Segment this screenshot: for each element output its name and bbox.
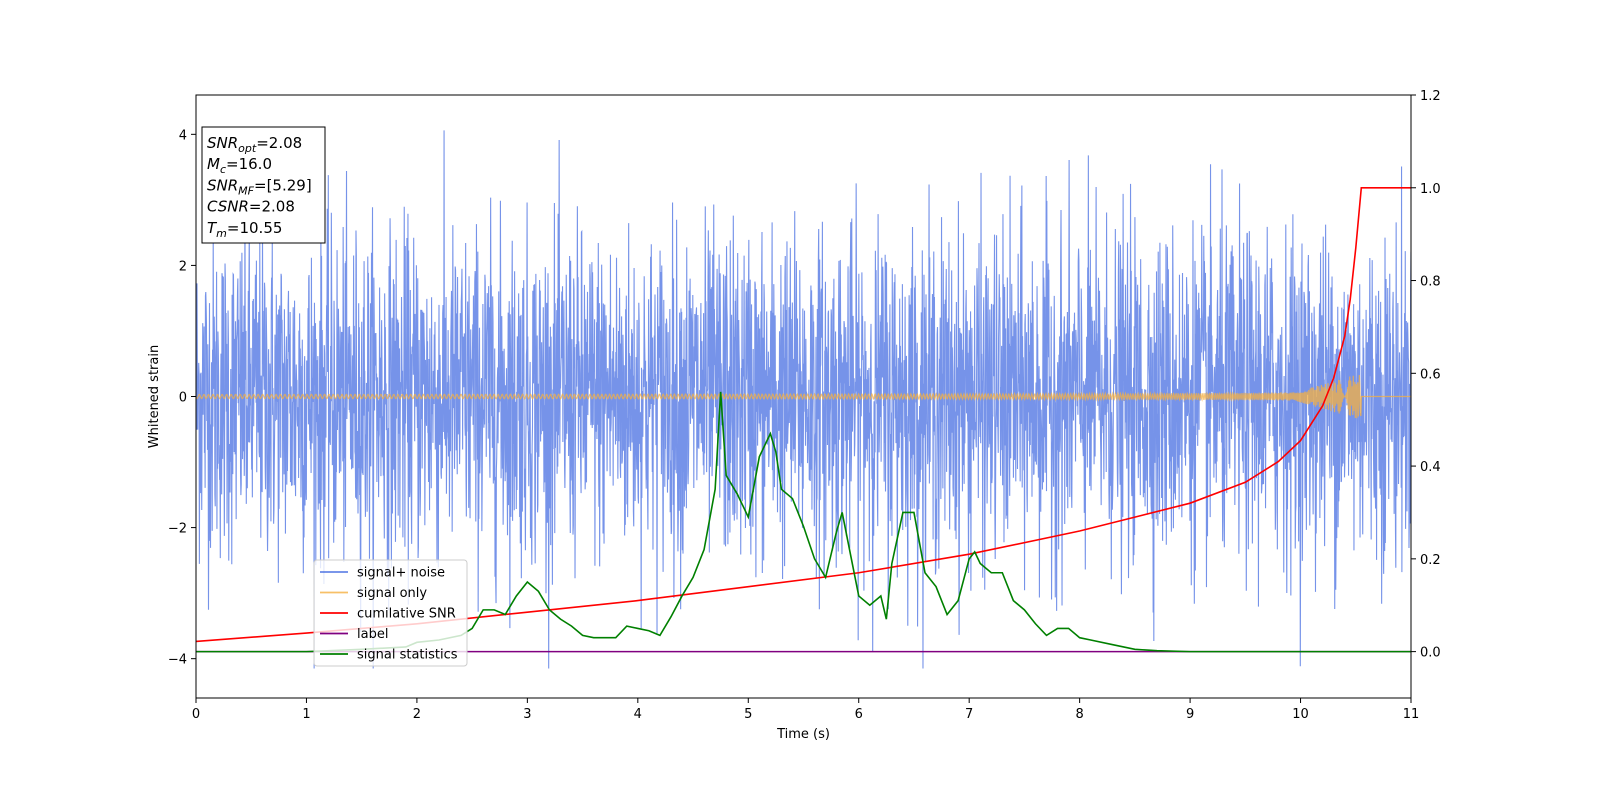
y-right-tick-label: 1.2 [1420,89,1441,104]
series-signal-noise-line [196,130,1411,669]
y-right-tick-label: 0.6 [1420,367,1441,382]
x-tick-label: 5 [744,707,752,722]
x-tick-label: 1 [302,707,310,722]
axes: 0 1 2 3 4 5 6 7 8 9 10 11 −4 −2 0 2 4 0.0 0.2 0.4 0.6 0.8 1.0 1… [168,89,1441,722]
x-tick-label: 4 [634,707,642,722]
y-right-tick-label: 0.8 [1420,275,1441,290]
legend-box [313,559,468,667]
series-signal-statistics-line [196,391,1411,653]
y-left-tick-label: −2 [168,522,187,537]
info-line: CSNR=2.08 [207,198,295,216]
legend-label: signal+ noise [357,566,445,581]
series-cumulative-snr-line [196,186,1411,643]
info-box-frame [201,126,326,244]
y-left-tick-label: 0 [179,391,187,406]
x-tick-label: 11 [1403,707,1420,722]
y-right-tick-label: 1.0 [1420,182,1441,197]
info-line: Tm=10.55 [207,219,282,240]
y-right-tick-label: 0.2 [1420,553,1441,568]
x-tick-label: 9 [1186,707,1194,722]
y-left-tick-label: 2 [179,259,187,274]
info-line: SNRopt=2.08 [207,134,302,155]
legend-label: signal only [357,586,427,601]
x-tick-label: 10 [1292,707,1309,722]
x-tick-label: 8 [1075,707,1083,722]
x-tick-label: 3 [523,707,531,722]
y-right-tick-label: 0.0 [1420,646,1441,661]
info-line: SNRMF=[5.29] [207,176,312,197]
y-right-tick-label: 0.4 [1420,460,1441,475]
legend-label: label [357,627,388,642]
legend: signal+ noise signal only cumilative SNR la… [313,559,468,667]
x-tick-label: 7 [965,707,973,722]
y-axis-label: Whitened strain [147,345,162,448]
series-signal-only-line [196,374,1411,419]
y-left-tick-label: 4 [179,128,187,143]
x-tick-label: 6 [855,707,863,722]
x-tick-label: 0 [192,707,200,722]
y-left-tick-label: −4 [168,653,187,668]
legend-label: signal statistics [357,648,458,663]
x-axis-label: Time (s) [776,727,830,742]
info-line: Mc=16.0 [207,155,272,176]
x-tick-label: 2 [413,707,421,722]
legend-label: cumilative SNR [357,607,456,622]
